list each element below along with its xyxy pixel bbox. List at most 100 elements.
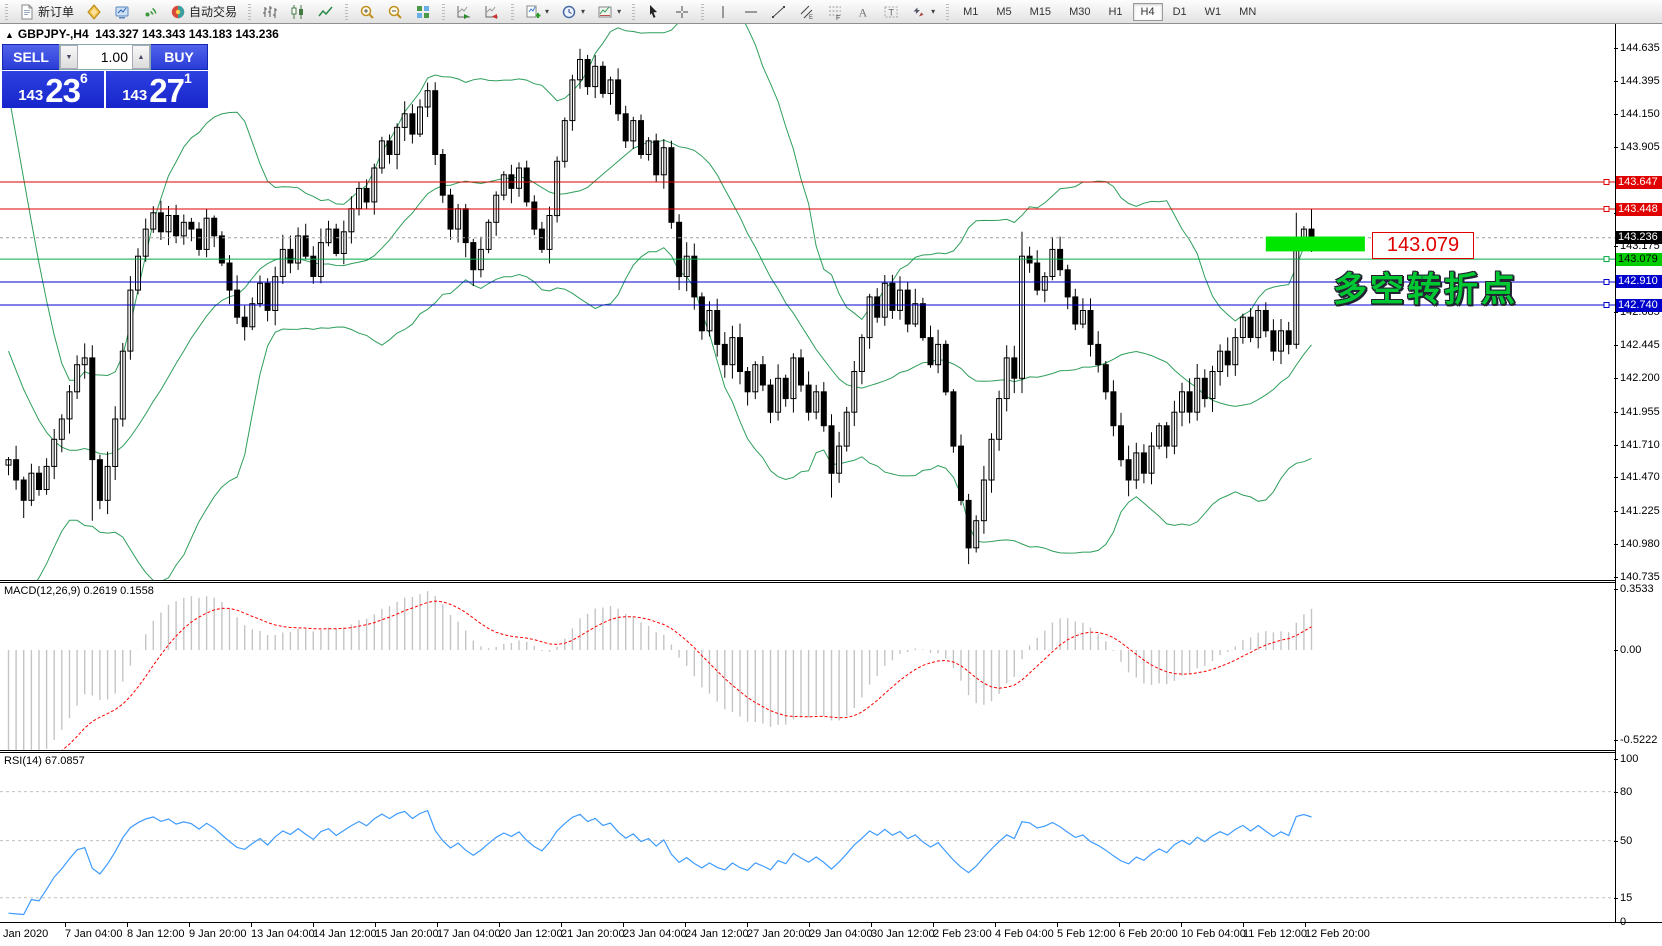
time-tick: 17 Jan 04:00 [437, 928, 501, 940]
new-order-button[interactable]: 新订单 [14, 0, 79, 23]
time-tick-mark [437, 923, 438, 927]
price-badge: 143.448 [1616, 203, 1662, 216]
timeframe-d1[interactable]: D1 [1172, 5, 1187, 18]
dropdown-caret-icon: ▾ [581, 7, 586, 16]
text-label-button[interactable]: T [878, 1, 904, 23]
cursor-button[interactable] [641, 1, 667, 23]
zoom-in-icon [359, 4, 375, 20]
toolbar: 新订单 自动交易 ▾ ▾ ▾ E F A T ▾ M1 M5 M15 M30 H1 H4 D1 W1 MN [0, 0, 1662, 24]
cursor-icon [646, 4, 662, 20]
metaeditor-icon [86, 3, 102, 20]
time-tick: 6 Feb 20:00 [1119, 928, 1178, 940]
chart-expand-icon[interactable]: ▲ [5, 30, 14, 40]
candlestick-chart-button[interactable] [285, 1, 311, 23]
price-tick: 144.635 [1614, 42, 1662, 54]
time-tick: 23 Jan 04:00 [623, 928, 687, 940]
toolbar-grip [630, 3, 638, 20]
price-callout-label: 143.079 [1372, 232, 1474, 259]
time-tick: 11 Feb 12:00 [1243, 928, 1308, 940]
price-badge: 143.647 [1616, 176, 1662, 189]
price-badge: 142.740 [1616, 299, 1662, 312]
volume-box: ▼ ▲ [59, 44, 151, 70]
candle-chart-icon [290, 4, 306, 20]
bar-chart-button[interactable] [257, 1, 283, 23]
time-tick: 12 Feb 20:00 [1305, 928, 1370, 940]
chart-symbol: GBPJPY-,H4 [17, 27, 89, 41]
signals-button[interactable] [137, 1, 163, 23]
autotrading-button[interactable]: 自动交易 [165, 0, 242, 23]
tile-windows-button[interactable] [410, 1, 436, 23]
price-tick: 141.955 [1614, 406, 1662, 418]
time-tick: 15 Jan 20:00 [375, 928, 439, 940]
time-tick: 8 Jan 12:00 [127, 928, 185, 940]
svg-text:T: T [889, 7, 895, 17]
price-tick: 144.150 [1614, 108, 1662, 120]
periods-icon [561, 4, 577, 20]
dropdown-caret-icon: ▾ [545, 7, 550, 16]
buy-price[interactable]: 143 27 1 [106, 71, 208, 108]
price-tick: 141.225 [1614, 505, 1662, 517]
time-tick-mark [1305, 923, 1306, 927]
zoom-out-icon [387, 4, 403, 20]
price-tick: 100 [1614, 753, 1662, 765]
timeframe-mn[interactable]: MN [1239, 5, 1257, 18]
text-button[interactable]: A [850, 1, 876, 23]
time-tick: 5 Feb 12:00 [1057, 928, 1116, 940]
price-tick: 144.395 [1614, 75, 1662, 87]
arrows-button[interactable]: ▾ [906, 1, 940, 23]
timeframe-w1[interactable]: W1 [1204, 5, 1222, 18]
indicators-button[interactable]: ▾ [520, 1, 554, 23]
new-order-icon [19, 4, 35, 20]
line-chart-button[interactable] [313, 1, 339, 23]
time-tick: 7 Jan 04:00 [65, 928, 123, 940]
chart-shift-button[interactable] [479, 1, 505, 23]
sell-button[interactable]: SELL [2, 44, 59, 70]
svg-text:E: E [809, 15, 813, 20]
auto-scroll-button[interactable] [451, 1, 477, 23]
time-tick-mark [1243, 923, 1244, 927]
one-click-trading-panel: SELL ▼ ▲ BUY 143 23 6 143 27 1 [2, 44, 208, 108]
crosshair-button[interactable] [669, 1, 695, 23]
cn-annotation-text: 多空转折点 [1333, 271, 1518, 309]
volume-decrease-button[interactable]: ▼ [60, 45, 78, 69]
time-tick-mark [1181, 923, 1182, 927]
horizontal-line-button[interactable] [738, 1, 764, 23]
market-watch-button[interactable] [109, 1, 135, 23]
fibo-icon: F [827, 4, 843, 20]
zoom-out-button[interactable] [382, 1, 408, 23]
fibonacci-button[interactable]: F [822, 1, 848, 23]
metaeditor-button[interactable] [81, 1, 107, 23]
timeframe-m15[interactable]: M15 [1029, 5, 1052, 18]
indicators-icon [525, 4, 541, 20]
crosshair-icon [674, 4, 690, 20]
vertical-line-button[interactable] [710, 1, 736, 23]
time-tick: 21 Jan 20:00 [561, 928, 625, 940]
equidistant-channel-button[interactable]: E [794, 1, 820, 23]
timeframe-h4[interactable]: H4 [1132, 2, 1163, 21]
time-tick: 29 Jan 04:00 [809, 928, 873, 940]
volume-increase-button[interactable]: ▲ [132, 45, 150, 69]
timeframe-m5[interactable]: M5 [996, 5, 1012, 18]
vline-icon [715, 4, 731, 20]
templates-icon [597, 4, 613, 20]
arrows-icon [911, 4, 927, 20]
periods-button[interactable]: ▾ [556, 1, 590, 23]
trendline-button[interactable] [766, 1, 792, 23]
time-tick: 4 Feb 04:00 [995, 928, 1054, 940]
timeframe-m1[interactable]: M1 [963, 5, 979, 18]
sell-price[interactable]: 143 23 6 [2, 71, 104, 108]
timeframe-h1[interactable]: H1 [1108, 5, 1123, 18]
text-icon: A [855, 4, 871, 20]
templates-button[interactable]: ▾ [592, 1, 626, 23]
toolbar-grip [3, 3, 10, 20]
zoom-in-button[interactable] [354, 1, 380, 23]
timeframe-m30[interactable]: M30 [1069, 5, 1091, 18]
rsi-label: RSI(14) 67.0857 [4, 755, 85, 767]
price-tick: 140.980 [1614, 538, 1662, 550]
buy-button[interactable]: BUY [151, 44, 208, 70]
time-tick: 27 Jan 20:00 [747, 928, 811, 940]
volume-input[interactable] [78, 45, 132, 69]
time-tick: 10 Feb 04:00 [1181, 928, 1246, 940]
